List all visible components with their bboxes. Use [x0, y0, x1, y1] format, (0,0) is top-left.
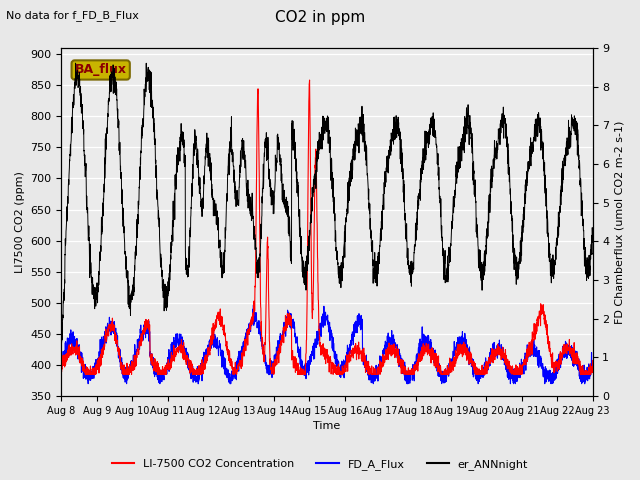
Y-axis label: LI7500 CO2 (ppm): LI7500 CO2 (ppm) [15, 171, 25, 273]
Text: CO2 in ppm: CO2 in ppm [275, 10, 365, 24]
Legend: LI-7500 CO2 Concentration, FD_A_Flux, er_ANNnight: LI-7500 CO2 Concentration, FD_A_Flux, er… [108, 455, 532, 474]
Text: BA_flux: BA_flux [75, 63, 127, 76]
X-axis label: Time: Time [314, 421, 340, 432]
Y-axis label: FD Chamberflux (umol CO2 m-2 s-1): FD Chamberflux (umol CO2 m-2 s-1) [615, 120, 625, 324]
Text: No data for f_FD_B_Flux: No data for f_FD_B_Flux [6, 10, 140, 21]
